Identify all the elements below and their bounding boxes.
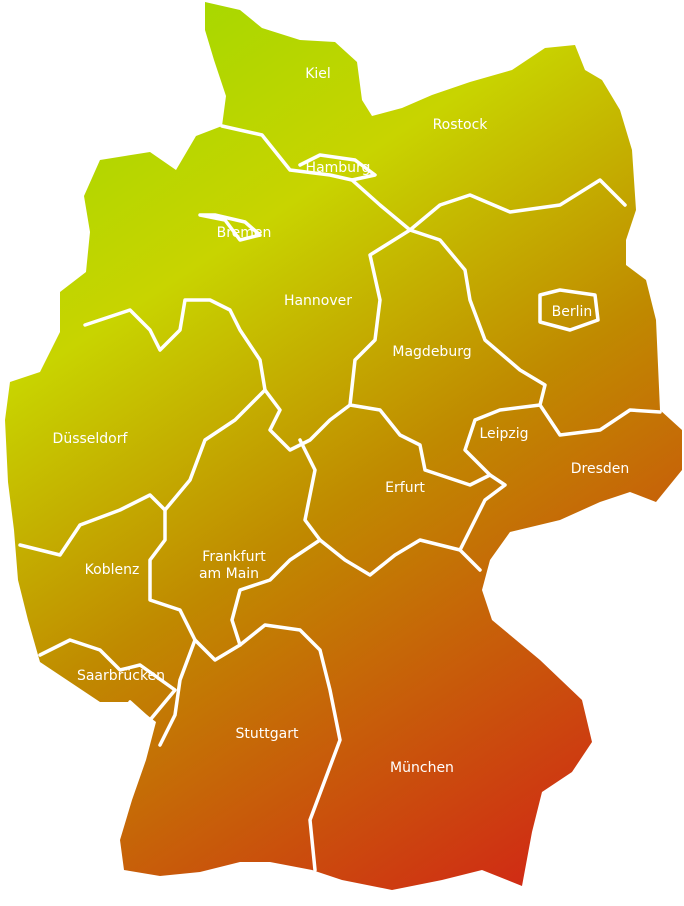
city-label-berlin: Berlin <box>552 304 593 320</box>
city-label-dresden: Dresden <box>571 461 630 477</box>
city-label-erfurt: Erfurt <box>385 480 425 496</box>
germany-outline <box>5 2 682 890</box>
city-label-leipzig: Leipzig <box>479 426 528 442</box>
city-label-hannover: Hannover <box>284 293 352 309</box>
city-labels: Kiel Rostock Hamburg Bremen Hannover Ber… <box>53 66 630 776</box>
city-label-muenchen: München <box>390 760 454 776</box>
city-label-magdeburg: Magdeburg <box>392 344 471 360</box>
city-label-frankfurt-line2: am Main <box>199 566 259 582</box>
state-borders <box>18 124 662 872</box>
city-label-frankfurt: Frankfurt <box>202 549 266 565</box>
city-label-duesseldorf: Düsseldorf <box>53 431 129 447</box>
city-label-rostock: Rostock <box>433 117 489 133</box>
city-label-stuttgart: Stuttgart <box>236 726 299 742</box>
city-label-bremen: Bremen <box>217 225 272 241</box>
city-label-koblenz: Koblenz <box>85 562 140 578</box>
city-label-kiel: Kiel <box>305 66 331 82</box>
city-label-hamburg: Hamburg <box>306 160 371 176</box>
city-label-saarbruecken: Saarbrücken <box>77 668 165 684</box>
